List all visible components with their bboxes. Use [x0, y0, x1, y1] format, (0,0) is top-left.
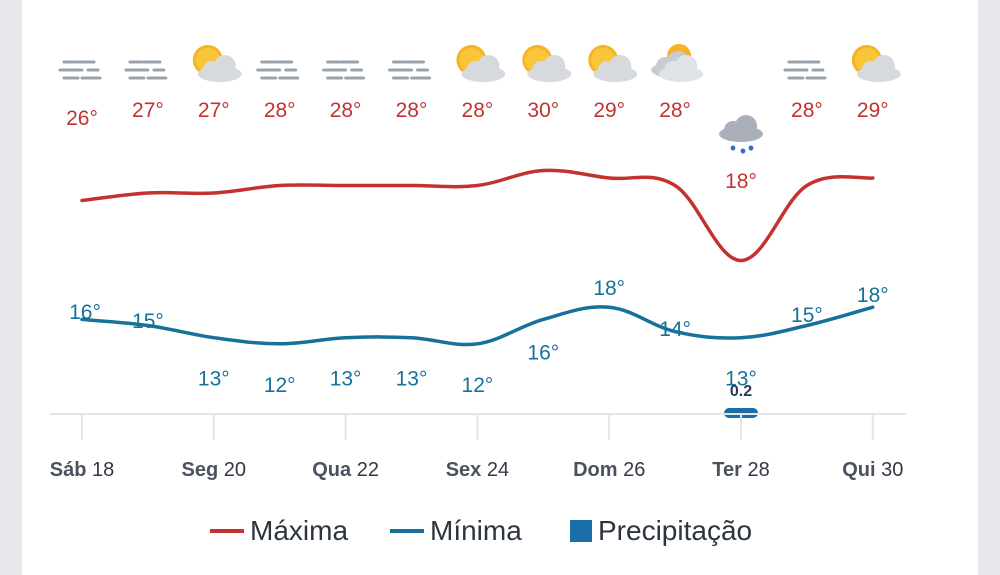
min-temp-label: 18°: [593, 277, 625, 300]
legend-label: Máxima: [250, 515, 348, 546]
legend-label: Precipitação: [598, 515, 752, 546]
max-temp-label: 27°: [198, 99, 230, 122]
min-temp-label: 15°: [791, 304, 823, 327]
legend-swatch: [570, 520, 592, 542]
x-tick-label: Qua 22: [312, 459, 379, 481]
temperature-chart: 26° 27° 27° 28° 28° 28° 28° 30° 29° 28°18°28° 29° …: [50, 44, 906, 546]
cloudy-icon: [651, 44, 704, 82]
x-tick-label: Dom 26: [573, 459, 645, 481]
max-temp-label: 28°: [659, 99, 691, 122]
max-temp-label: 28°: [330, 99, 362, 122]
min-temp-label: 14°: [659, 318, 691, 341]
min-temp-label: 13°: [330, 368, 362, 391]
precipitation-label: 0.2: [730, 383, 752, 400]
fog-icon: [256, 60, 300, 80]
sun-cloud-icon: [456, 45, 506, 82]
rain-icon: [719, 115, 763, 154]
max-temp-label: 28°: [462, 99, 494, 122]
x-tick-label: Seg 20: [182, 459, 247, 481]
min-temp-label: 13°: [396, 368, 428, 391]
max-temp-label: 30°: [527, 99, 559, 122]
max-temp-label: 28°: [396, 99, 428, 122]
max-temp-label: 26°: [66, 107, 98, 130]
legend: Máxima Mínima Precipitação: [210, 515, 752, 546]
x-tick-label: Qui 30: [842, 459, 903, 481]
min-temperature-labels: 16° 15° 13° 12° 13° 13° 12° 16° 18° 14° 13° 15° 18°: [69, 277, 889, 397]
min-temp-label: 12°: [264, 374, 296, 397]
min-temp-label: 15°: [132, 310, 164, 333]
temperature-lines: [80, 168, 875, 347]
x-tick-label: Sáb 18: [50, 459, 115, 481]
min-temp-label: 12°: [462, 374, 494, 397]
x-tick-label: Sex 24: [446, 459, 509, 481]
fog-icon: [388, 60, 431, 80]
min-temp-label: 16°: [527, 341, 559, 364]
weather-icons: [58, 44, 901, 154]
max-temperature-line: [80, 168, 875, 263]
sun-cloud-icon: [192, 45, 242, 82]
max-temp-label: 29°: [857, 99, 889, 122]
min-temp-label: 16°: [69, 301, 101, 324]
min-temp-label: 13°: [198, 368, 230, 391]
min-temperature-line: [80, 305, 875, 347]
max-temp-label: 28°: [264, 99, 296, 122]
max-temp-label: 27°: [132, 99, 164, 122]
min-temp-label: 18°: [857, 284, 889, 307]
x-tick-label: Ter 28: [712, 459, 769, 481]
fog-icon: [124, 60, 168, 80]
max-temp-label: 29°: [593, 99, 625, 122]
sun-cloud-icon: [588, 45, 638, 82]
max-temp-label: 18°: [725, 170, 757, 193]
fog-icon: [783, 60, 827, 80]
legend-label: Mínima: [430, 515, 522, 546]
x-axis: Sáb 18 Seg 20 Qua 22 Sex 24 Dom 26 Ter 28 Qui …: [50, 413, 906, 481]
sun-cloud-icon: [851, 45, 901, 82]
forecast-card: 26° 27° 27° 28° 28° 28° 28° 30° 29° 28° 18° 28° 29° …: [22, 0, 978, 575]
max-temp-label: 28°: [791, 99, 823, 122]
min-temp-label: 13°: [725, 368, 757, 391]
max-temperature-labels: 26° 27° 27° 28° 28° 28° 28° 30° 29° 28° 18° 28° 29°: [66, 99, 889, 193]
fog-icon: [58, 60, 102, 80]
sun-cloud-icon: [522, 45, 572, 82]
fog-icon: [322, 60, 366, 80]
